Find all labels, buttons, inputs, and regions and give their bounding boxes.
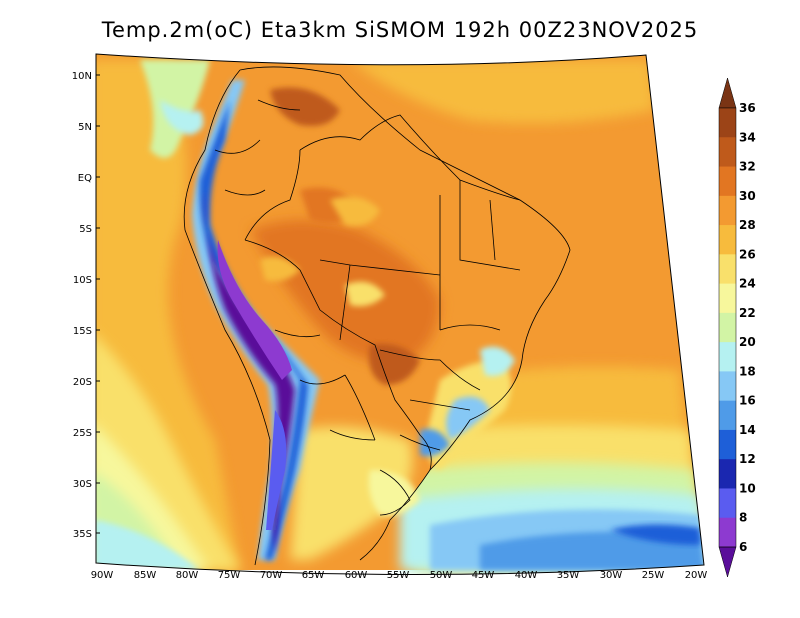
lat-label: 30S bbox=[73, 479, 92, 490]
lon-label: 75W bbox=[218, 570, 241, 581]
colorbar-label: 18 bbox=[739, 364, 756, 378]
lon-label: 35W bbox=[557, 570, 580, 581]
colorbar-swatch bbox=[719, 195, 736, 226]
colorbar-min-arrow bbox=[718, 546, 737, 578]
colorbar-swatch bbox=[719, 166, 736, 197]
colorbar-label: 16 bbox=[739, 394, 756, 408]
lat-label: 20S bbox=[73, 377, 92, 388]
colorbar-label: 12 bbox=[739, 452, 756, 466]
colorbar-swatch bbox=[719, 254, 736, 285]
lat-label: 5S bbox=[79, 224, 92, 235]
lon-label: 20W bbox=[685, 570, 708, 581]
colorbar-label: 10 bbox=[739, 481, 756, 495]
lat-label: 25S bbox=[73, 428, 92, 439]
political-borders bbox=[183, 66, 571, 566]
colorbar-swatch bbox=[719, 488, 736, 519]
domain-border bbox=[95, 53, 705, 576]
colorbar-max-arrow bbox=[718, 77, 737, 109]
lon-label: 65W bbox=[302, 570, 325, 581]
colorbar-label: 26 bbox=[739, 247, 756, 261]
colorbar-label: 8 bbox=[739, 511, 747, 525]
lon-label: 30W bbox=[600, 570, 623, 581]
temperature-field bbox=[96, 54, 704, 570]
lon-label: 70W bbox=[260, 570, 283, 581]
lat-label: 10S bbox=[73, 275, 92, 286]
lon-label: 45W bbox=[472, 570, 495, 581]
lon-label: 90W bbox=[91, 570, 114, 581]
lon-label: 85W bbox=[134, 570, 157, 581]
colorbar-label: 32 bbox=[739, 160, 756, 174]
colorbar-swatch bbox=[719, 400, 736, 431]
longitude-labels: 90W 85W 80W 75W 70W 65W 60W 55W 50W 45W … bbox=[91, 570, 708, 581]
colorbar-label: 22 bbox=[739, 306, 756, 320]
latitude-labels: 10N 5N EQ 5S 10S 15S 20S 25S 30S 35S bbox=[72, 71, 92, 540]
lat-label: 5N bbox=[78, 122, 92, 133]
lat-label: 10N bbox=[72, 71, 92, 82]
colorbar: 36 34 32 30 28 26 24 22 20 18 16 14 12 10 8 6 bbox=[718, 77, 756, 578]
lat-label: 15S bbox=[73, 326, 92, 337]
colorbar-swatch bbox=[719, 371, 736, 402]
colorbar-swatch bbox=[719, 108, 736, 138]
lon-label: 25W bbox=[642, 570, 665, 581]
colorbar-swatch bbox=[719, 517, 736, 548]
colorbar-label: 14 bbox=[739, 423, 756, 437]
lat-label: EQ bbox=[78, 173, 92, 184]
lon-label: 50W bbox=[430, 570, 453, 581]
colorbar-swatch bbox=[719, 283, 736, 314]
map-title: Temp.2m(oC) Eta3km SiSMOM 192h 00Z23NOV2… bbox=[101, 18, 699, 42]
lon-label: 60W bbox=[345, 570, 368, 581]
colorbar-border bbox=[718, 107, 737, 548]
axis-ticks bbox=[96, 74, 100, 534]
lon-label: 80W bbox=[176, 570, 199, 581]
colorbar-label: 36 bbox=[739, 101, 756, 115]
colorbar-swatch bbox=[719, 225, 736, 255]
lon-label: 40W bbox=[515, 570, 538, 581]
colorbar-swatch bbox=[719, 429, 736, 460]
colorbar-swatch bbox=[719, 137, 736, 168]
lat-label: 35S bbox=[73, 529, 92, 540]
colorbar-label: 6 bbox=[739, 540, 747, 554]
colorbar-label: 20 bbox=[739, 335, 756, 349]
colorbar-label: 34 bbox=[739, 130, 756, 144]
colorbar-label: 28 bbox=[739, 218, 756, 232]
colorbar-swatch bbox=[719, 459, 736, 489]
colorbar-label: 30 bbox=[739, 189, 756, 203]
colorbar-label: 24 bbox=[739, 277, 756, 291]
colorbar-swatch bbox=[719, 342, 736, 372]
lon-label: 55W bbox=[387, 570, 410, 581]
colorbar-swatch bbox=[719, 312, 736, 343]
